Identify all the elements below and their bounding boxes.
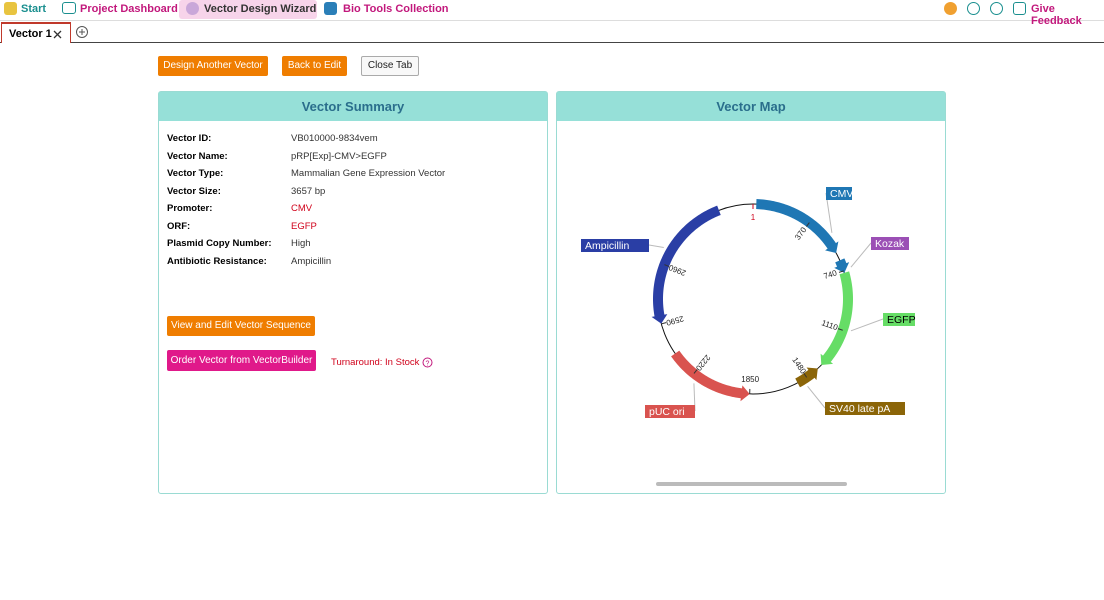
tick-label: 1	[751, 213, 756, 222]
map-panel: Vector Map 1 370 740 1110 1480 1850 2220 2590 29…	[556, 91, 946, 494]
tick-mark	[837, 328, 843, 331]
feature-arc	[834, 258, 850, 273]
tab-title: Vector 1	[9, 28, 52, 40]
edit-sequence-button[interactable]: View and Edit Vector Sequence	[167, 316, 315, 336]
row-label: Promoter:	[167, 203, 213, 214]
nav-start[interactable]: Start	[21, 3, 47, 15]
add-tab[interactable]	[75, 25, 89, 39]
feature-label-bg	[825, 402, 905, 415]
feature-label: Kozak	[875, 238, 905, 250]
tick-label: 2960	[667, 262, 687, 277]
tab-bar: Vector 1	[0, 22, 1104, 43]
leader-line	[807, 386, 826, 409]
tick-mark	[806, 222, 810, 227]
row-value: pRP[Exp]-CMV>EGFP	[291, 150, 387, 162]
feature-label-bg	[645, 405, 695, 418]
feature-arc	[820, 271, 853, 365]
user-icon[interactable]	[990, 2, 1003, 15]
row-label: Vector ID:	[167, 133, 212, 144]
start-icon	[4, 2, 17, 15]
feature-label: Ampicillin	[585, 240, 630, 252]
row-value: Mammalian Gene Expression Vector	[291, 168, 446, 179]
nav-feedback[interactable]: Give Feedback	[1031, 3, 1082, 27]
help-icon[interactable]: ?	[422, 357, 433, 368]
back-to-edit-button[interactable]: Back to Edit	[282, 56, 347, 76]
tab[interactable]: Vector 1	[1, 22, 71, 43]
tick-mark	[838, 270, 844, 273]
feature-arc	[671, 350, 750, 402]
row-label: Vector Size:	[167, 185, 221, 197]
feature-label: SV40 late pA	[829, 403, 890, 415]
feature-label: CMV	[830, 188, 853, 200]
turnaround: Turnaround: In Stock	[331, 357, 420, 368]
feature-arc	[651, 205, 721, 324]
tick-mark	[693, 369, 698, 374]
row-label: Vector Type:	[167, 168, 224, 179]
row-value: EGFP	[291, 220, 317, 232]
leader-line	[850, 242, 872, 268]
row-value: Ampicillin	[291, 255, 332, 267]
close-tab-button[interactable]: Close Tab	[361, 56, 419, 76]
theme-icon[interactable]	[944, 2, 957, 15]
feature-label: EGFP	[887, 314, 916, 326]
row-value: VB010000-9834vem	[291, 133, 378, 144]
nav-active-bg	[179, 0, 317, 19]
dashboard-icon	[62, 2, 76, 14]
leader-line	[648, 244, 664, 248]
vector-map: 1370740111014801850222025902960CMVKozakE…	[581, 187, 916, 486]
design-another-button[interactable]: Design Another Vector	[158, 56, 268, 76]
order-button[interactable]: Order Vector from VectorBuilder	[167, 350, 316, 371]
feature-label-bg	[826, 187, 852, 200]
info-icon[interactable]	[967, 2, 980, 15]
tick-label: 370	[793, 225, 808, 242]
tick-label: 740	[823, 268, 839, 281]
wizard-icon	[186, 2, 199, 15]
leader-line	[850, 318, 884, 332]
row-label: Plasmid Copy Number:	[167, 238, 272, 249]
tools-icon	[324, 2, 337, 15]
feature-label: pUC ori	[649, 406, 685, 418]
feedback-icon	[1013, 2, 1026, 15]
feature-label-bg	[581, 239, 649, 252]
nav-dashboard[interactable]: Project Dashboard	[80, 3, 178, 15]
feature-label-bg	[871, 237, 909, 250]
feature-label-bg	[883, 313, 915, 326]
tick-mark	[661, 322, 667, 325]
scrollbar[interactable]	[656, 482, 847, 486]
feature-arc	[756, 199, 839, 253]
top-nav: Start Project Dashboard Vector Design Wi…	[0, 0, 1104, 27]
summary-title: Vector Summary	[159, 92, 547, 121]
tab-close[interactable]	[53, 30, 62, 39]
nav-tools[interactable]: Bio Tools Collection	[343, 3, 449, 15]
row-label: ORF:	[167, 220, 191, 232]
row-label: Vector Name:	[167, 150, 228, 162]
row-value: CMV	[291, 203, 313, 214]
tick-mark	[803, 372, 808, 378]
row-label: Antibiotic Resistance:	[167, 255, 267, 267]
row-value: High	[291, 238, 311, 249]
map-title: Vector Map	[557, 92, 945, 121]
svg-text:?: ?	[426, 361, 430, 368]
tick-label: 1850	[741, 375, 759, 384]
nav-wizard[interactable]: Vector Design Wizard	[204, 3, 317, 15]
tick-label: 1110	[820, 318, 839, 332]
tick-label: 2590	[665, 314, 685, 327]
tick-mark	[664, 264, 670, 267]
summary-panel: Vector Summary Vector ID: VB010000-9834ve…	[158, 91, 548, 494]
row-value: 3657 bp	[291, 185, 326, 197]
